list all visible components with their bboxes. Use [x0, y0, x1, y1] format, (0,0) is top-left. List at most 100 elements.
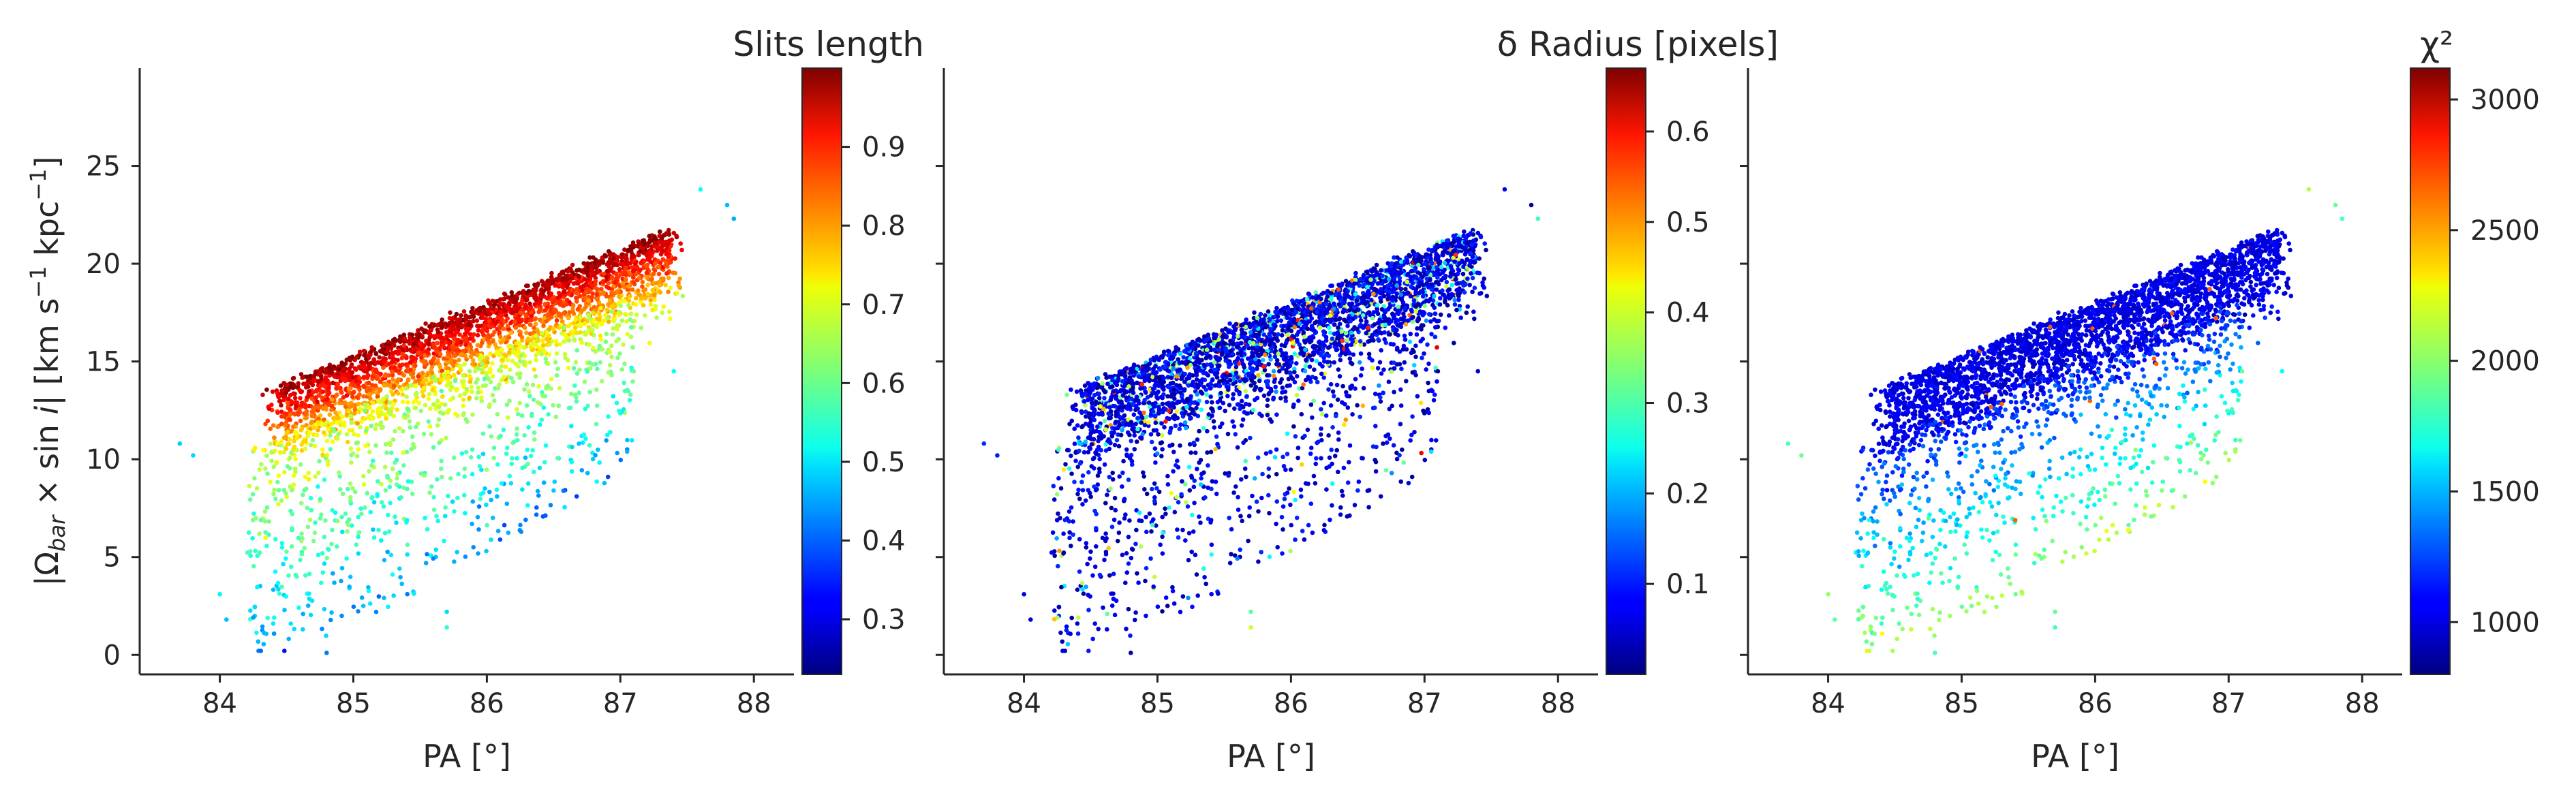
scatter-point [568, 273, 573, 278]
scatter-point [497, 382, 502, 387]
scatter-point [285, 429, 290, 434]
x-tick-label: 85 [336, 688, 371, 719]
scatter-point [336, 416, 341, 420]
scatter-point [583, 407, 588, 411]
scatter-point [449, 324, 455, 328]
scatter-point [533, 333, 538, 339]
scatter-point [443, 505, 448, 510]
scatter-point [363, 403, 367, 407]
scatter-point [320, 452, 325, 457]
scatter-point [626, 261, 630, 266]
scatter-point [530, 382, 536, 388]
scatter-point [422, 361, 427, 366]
scatter-point [553, 360, 558, 365]
scatter-point [379, 482, 384, 486]
scatter-point [475, 343, 480, 348]
scatter-point [400, 347, 405, 352]
scatter-point [388, 552, 394, 557]
scatter-point [287, 417, 292, 422]
scatter-point [634, 312, 639, 317]
scatter-point [299, 427, 304, 432]
scatter-point [645, 283, 650, 287]
scatter-point [494, 487, 500, 493]
scatter-point [476, 551, 480, 556]
scatter-point [585, 369, 589, 374]
scatter-point [332, 374, 337, 379]
scatter-point [557, 386, 562, 391]
scatter-point [664, 231, 669, 236]
scatter-point [615, 356, 620, 360]
scatter-point [587, 342, 592, 347]
scatter-point [283, 422, 288, 427]
scatter-point [302, 546, 307, 550]
scatter-point [525, 291, 530, 296]
scatter-point [525, 503, 530, 508]
scatter-point [577, 390, 581, 396]
scatter-point [445, 322, 450, 328]
scatter-point [319, 512, 324, 517]
scatter-point [568, 391, 574, 396]
scatter-point [1232, 406, 1237, 411]
scatter-point [298, 372, 304, 377]
scatter-point [1072, 426, 1077, 431]
scatter-point [338, 487, 343, 492]
scatter-point [296, 381, 301, 386]
scatter-point [435, 518, 440, 524]
scatter-point [248, 553, 254, 559]
scatter-point [371, 527, 375, 532]
colorbar-tick-label: 0.8 [862, 210, 906, 242]
scatter-point [522, 387, 527, 392]
scatter-point [533, 322, 538, 327]
scatter-point [622, 312, 628, 317]
scatter-point [506, 350, 512, 355]
scatter-point [553, 414, 558, 420]
scatter-point [587, 276, 593, 281]
scatter-point [461, 373, 465, 378]
scatter-point [333, 510, 338, 515]
scatter-point [276, 488, 281, 493]
scatter-point [446, 360, 451, 365]
scatter-point [517, 329, 522, 334]
scatter-point [574, 299, 579, 304]
scatter-point [305, 394, 310, 400]
scatter-point [607, 298, 613, 303]
scatter-point [651, 271, 656, 277]
scatter-point [463, 338, 469, 343]
scatter-point [606, 281, 611, 285]
scatter-point [299, 552, 305, 557]
scatter-point [522, 345, 527, 350]
scatter-point [582, 379, 587, 384]
scatter-point [487, 489, 492, 495]
scatter-point [356, 530, 361, 535]
scatter-point [562, 505, 567, 510]
scatter-point [400, 392, 405, 397]
scatter-point [301, 611, 306, 616]
scatter-point [431, 375, 436, 380]
scatter-point [403, 386, 409, 391]
scatter-point [266, 519, 271, 524]
scatter-point [358, 364, 363, 370]
scatter-point [491, 446, 497, 450]
scatter-point [591, 318, 596, 323]
scatter-point [573, 317, 578, 322]
scatter-point [519, 310, 523, 315]
scatter-point [401, 450, 405, 455]
scatter-point [660, 310, 665, 315]
scatter-point [247, 497, 253, 502]
scatter-point [532, 437, 537, 442]
scatter-point [405, 542, 410, 547]
scatter-point [578, 330, 583, 335]
scatter-point [578, 315, 583, 320]
scatter-point [324, 633, 328, 638]
scatter-point [667, 309, 672, 315]
scatter-point [555, 366, 560, 371]
scatter-point [283, 390, 289, 395]
scatter-point [322, 478, 327, 482]
scatter-point [1174, 409, 1180, 414]
scatter-point [285, 401, 290, 405]
scatter-point [379, 425, 384, 431]
scatter-point [476, 385, 481, 390]
scatter-point [355, 421, 360, 426]
scatter-point [293, 469, 298, 475]
scatter-point [506, 344, 511, 349]
